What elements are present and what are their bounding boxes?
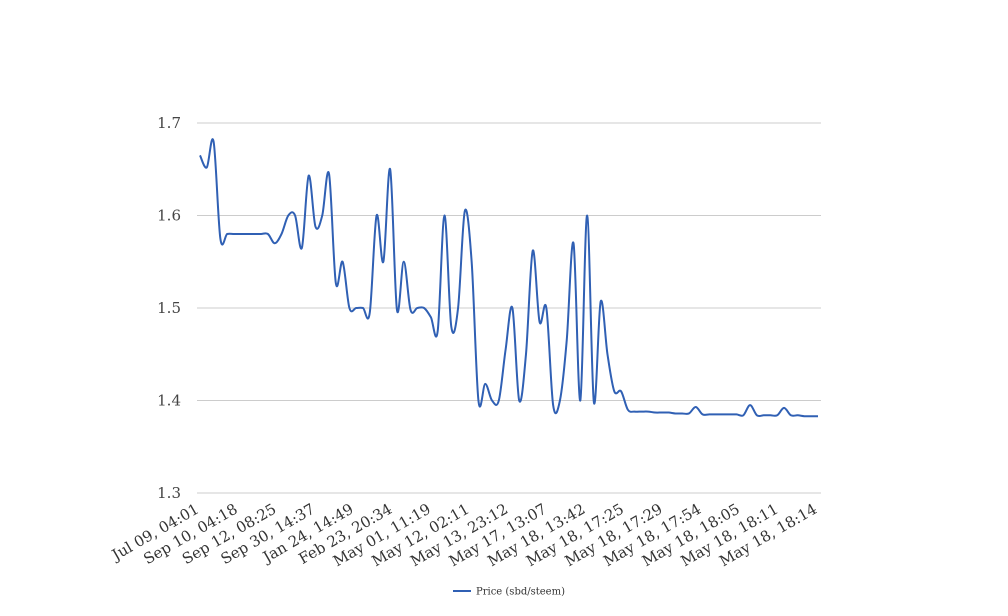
y-axis-ticks: 1.3 1.4 1.5 1.6 1.7 xyxy=(157,114,181,502)
y-tick-label: 1.4 xyxy=(157,392,181,410)
y-tick-label: 1.7 xyxy=(157,114,181,132)
series-line-price xyxy=(199,138,818,418)
y-tick-label: 1.3 xyxy=(157,484,181,502)
gridlines xyxy=(197,122,821,494)
y-tick-label: 1.5 xyxy=(157,299,181,317)
series-lines xyxy=(199,138,818,418)
legend-label-price: Price (sbd/steem) xyxy=(476,587,565,598)
legend: Price (sbd/steem) xyxy=(453,587,565,598)
y-tick-label: 1.6 xyxy=(157,207,181,225)
